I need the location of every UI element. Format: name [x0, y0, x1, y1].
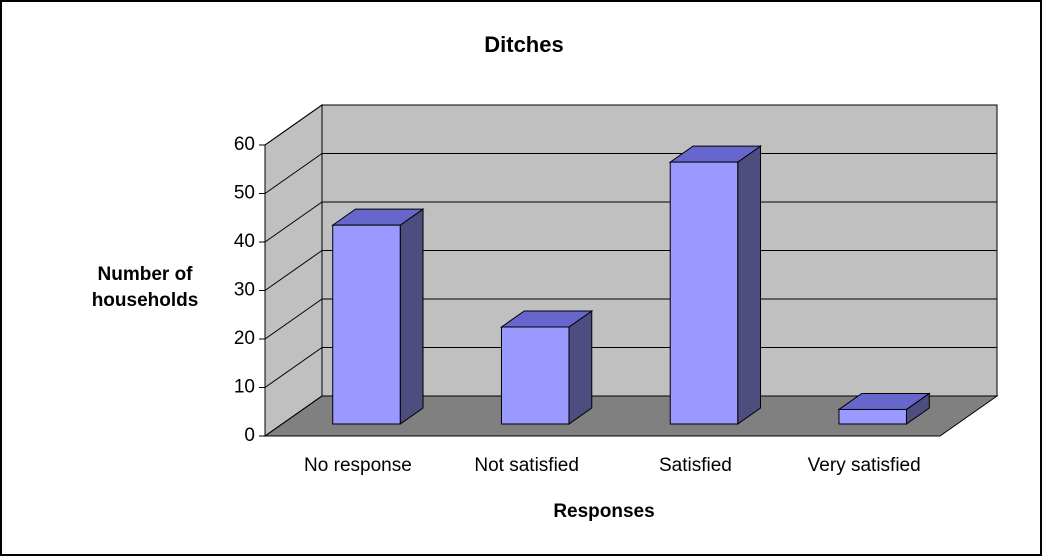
y-tick-label: 50: [234, 183, 255, 204]
y-tick-label: 30: [234, 280, 255, 301]
y-tick-label: 60: [234, 134, 255, 155]
x-axis-label: Responses: [553, 501, 654, 522]
grid-line: [264, 250, 323, 291]
bar: [838, 408, 907, 425]
x-tick-label: Satisfied: [659, 455, 732, 476]
grid-line: [264, 298, 323, 340]
bar: [669, 161, 739, 425]
y-axis-label: Number of households: [92, 264, 199, 311]
x-tick-label: Very satisfied: [808, 455, 921, 476]
y-tick-label: 0: [244, 425, 255, 446]
bar-side: [737, 145, 762, 425]
y-tick-label: 40: [234, 231, 255, 252]
grid-line: [264, 153, 323, 194]
bar-side: [568, 310, 593, 425]
bar: [500, 326, 570, 425]
grid-line: [264, 347, 323, 388]
y-tick-label: 20: [234, 328, 255, 349]
y-tick-label: 10: [234, 377, 255, 398]
grid-line: [264, 201, 323, 243]
x-tick-label: Not satisfied: [474, 455, 579, 476]
bar: [332, 224, 401, 425]
grid-line: [264, 395, 323, 437]
chart-title: Ditches: [484, 32, 563, 57]
bar-side: [399, 208, 424, 425]
grid-line: [264, 104, 323, 146]
x-tick-label: No response: [304, 455, 412, 476]
